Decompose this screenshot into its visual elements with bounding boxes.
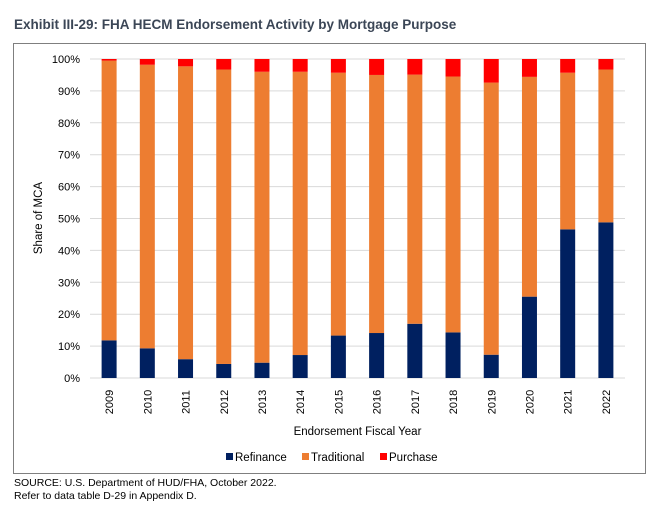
x-axis-title: Endorsement Fiscal Year	[294, 426, 422, 438]
chart-frame	[13, 43, 646, 474]
legend-label-traditional: Traditional	[311, 452, 364, 464]
x-tick-label: 2020	[524, 390, 536, 414]
x-tick-label: 2012	[219, 390, 231, 414]
x-tick-label: 2022	[601, 390, 613, 414]
bar-refinance-2016	[369, 333, 385, 378]
bar-refinance-2009	[101, 340, 117, 378]
legend-swatch-purchase	[380, 453, 387, 460]
bar-traditional-2018	[445, 76, 461, 333]
x-tick-label: 2017	[410, 390, 422, 414]
x-tick-label: 2014	[295, 390, 307, 414]
bar-refinance-2018	[445, 332, 461, 378]
bar-purchase-2018	[445, 59, 461, 77]
bar-refinance-2012	[216, 363, 232, 378]
bar-traditional-2013	[254, 71, 270, 363]
bar-refinance-2014	[292, 355, 308, 378]
bar-refinance-2020	[521, 296, 537, 378]
bar-traditional-2017	[407, 74, 423, 324]
bar-traditional-2022	[598, 69, 614, 223]
bar-traditional-2019	[483, 82, 499, 355]
bar-refinance-2013	[254, 362, 270, 378]
y-tick-label: 20%	[58, 309, 80, 321]
bar-purchase-2009	[101, 59, 117, 61]
y-tick-label: 90%	[58, 86, 80, 98]
bar-refinance-2010	[139, 348, 155, 378]
x-tick-label: 2016	[372, 390, 384, 414]
y-axis-title: Share of MCA	[33, 182, 45, 255]
x-tick-label: 2019	[486, 390, 498, 414]
bar-traditional-2009	[101, 60, 117, 341]
legend-swatch-refinance	[226, 453, 233, 460]
x-tick-label: 2021	[563, 390, 575, 414]
bar-purchase-2013	[254, 59, 270, 72]
bar-purchase-2015	[330, 59, 346, 73]
y-tick-label: 40%	[58, 245, 80, 257]
bar-traditional-2021	[560, 72, 576, 230]
bar-traditional-2014	[292, 71, 308, 356]
chart-title: Exhibit III-29: FHA HECM Endorsement Act…	[14, 17, 457, 32]
x-tick-label: 2011	[181, 390, 193, 414]
legend-label-purchase: Purchase	[389, 452, 438, 464]
bar-purchase-2020	[521, 59, 537, 77]
source-note: SOURCE: U.S. Department of HUD/FHA, Octo…	[14, 477, 277, 489]
legend-label-refinance: Refinance	[235, 452, 287, 464]
y-tick-label: 60%	[58, 182, 80, 194]
bar-purchase-2021	[560, 59, 576, 73]
bar-traditional-2015	[330, 72, 346, 336]
bar-refinance-2017	[407, 323, 423, 378]
bar-purchase-2011	[178, 59, 194, 67]
y-tick-label: 100%	[52, 54, 80, 66]
bar-traditional-2020	[521, 76, 537, 297]
bar-refinance-2022	[598, 222, 614, 378]
bar-traditional-2011	[178, 66, 194, 360]
x-tick-label: 2010	[142, 390, 154, 414]
legend-swatch-traditional	[302, 453, 309, 460]
bar-refinance-2015	[330, 335, 346, 378]
bar-traditional-2010	[139, 64, 155, 349]
x-tick-label: 2013	[257, 390, 269, 414]
y-tick-label: 70%	[58, 150, 80, 162]
bar-purchase-2022	[598, 59, 614, 70]
bar-refinance-2011	[178, 359, 194, 378]
bar-purchase-2014	[292, 59, 308, 72]
bar-refinance-2021	[560, 229, 576, 378]
data-table-note: Refer to data table D-29 in Appendix D.	[14, 490, 197, 502]
y-tick-label: 0%	[64, 373, 80, 385]
bar-purchase-2010	[139, 59, 155, 65]
y-tick-label: 30%	[58, 277, 80, 289]
bar-traditional-2016	[369, 74, 385, 334]
x-tick-label: 2015	[333, 390, 345, 414]
y-tick-label: 50%	[58, 214, 80, 226]
bar-purchase-2016	[369, 59, 385, 75]
bar-traditional-2012	[216, 69, 232, 364]
y-tick-label: 80%	[58, 118, 80, 130]
x-tick-label: 2018	[448, 390, 460, 414]
bar-refinance-2019	[483, 354, 499, 378]
bar-purchase-2012	[216, 59, 232, 70]
y-tick-label: 10%	[58, 341, 80, 353]
bar-purchase-2017	[407, 59, 423, 75]
x-tick-label: 2009	[104, 390, 116, 414]
bar-purchase-2019	[483, 59, 499, 83]
